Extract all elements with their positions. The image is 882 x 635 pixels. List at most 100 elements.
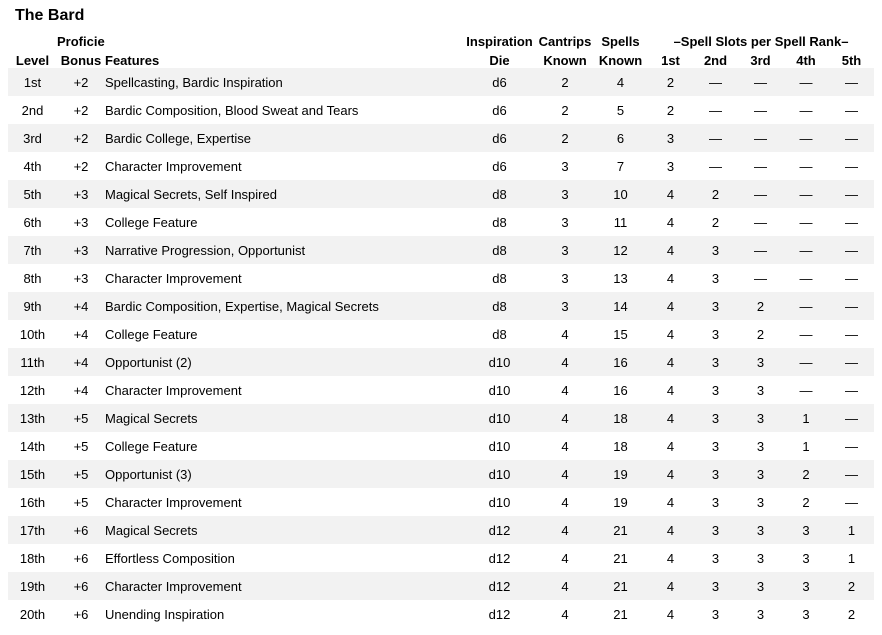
cell-slot-4th: 2 xyxy=(802,494,810,510)
cell-slot-3rd: 3 xyxy=(756,494,765,510)
cell-slot-5th: — xyxy=(845,186,858,202)
cell-proficiency-bonus: +2 xyxy=(73,158,89,174)
table-row: 9th +4 Bardic Composition, Expertise, Ma… xyxy=(8,292,874,320)
cell-cantrips-known: 4 xyxy=(561,550,569,566)
cell-slot-3rd: 3 xyxy=(756,410,765,426)
cell-spells-known: 19 xyxy=(613,466,628,482)
cell-slot-4th: 2 xyxy=(802,466,810,482)
cell-slot-1st: 4 xyxy=(666,410,675,426)
cell-spells-known: 11 xyxy=(613,214,628,230)
cell-slot-2nd: 3 xyxy=(711,326,720,342)
cell-slot-3rd: 3 xyxy=(756,354,765,370)
cell-slot-5th: — xyxy=(845,354,858,370)
cell-slot-1st: 4 xyxy=(666,494,675,510)
cell-slot-4th: — xyxy=(799,214,813,230)
cell-slot-3rd: — xyxy=(754,130,767,146)
cell-slot-3rd: 2 xyxy=(756,326,765,342)
cell-spells-known: 18 xyxy=(613,410,628,426)
header-cantrips-known: Known xyxy=(543,53,587,68)
table-row: 12th +4 Character Improvement d10 4 16 4… xyxy=(8,376,874,404)
cell-level: 8th xyxy=(23,270,42,286)
cell-spells-known: 15 xyxy=(613,326,628,342)
cell-slot-4th: 3 xyxy=(802,606,810,622)
cell-slot-5th: — xyxy=(845,298,858,314)
cell-slot-1st: 4 xyxy=(666,214,675,230)
cell-level: 10th xyxy=(19,326,46,342)
cell-slot-2nd: 2 xyxy=(711,214,720,230)
cell-spells-known: 7 xyxy=(616,158,625,174)
cell-cantrips-known: 4 xyxy=(561,522,569,538)
cell-spells-known: 5 xyxy=(616,102,625,118)
cell-slot-2nd: 3 xyxy=(711,242,720,258)
header-rank-5th: 5th xyxy=(841,53,862,68)
cell-cantrips-known: 3 xyxy=(561,270,569,286)
table-row: 17th +6 Magical Secrets d12 4 21 4 3 3 3… xyxy=(8,516,874,544)
cell-inspiration-die: d6 xyxy=(492,102,507,118)
cell-features: Character Improvement xyxy=(105,382,242,398)
cell-level: 1st xyxy=(23,74,42,90)
cell-slot-3rd: 3 xyxy=(756,466,765,482)
cell-slot-1st: 4 xyxy=(666,298,675,314)
table-row: 2nd +2 Bardic Composition, Blood Sweat a… xyxy=(8,96,874,124)
cell-slot-5th: — xyxy=(845,214,858,230)
cell-level: 13th xyxy=(19,410,46,426)
cell-proficiency-bonus: +3 xyxy=(73,242,89,258)
cell-slot-5th: — xyxy=(845,102,858,118)
header-row-top: Proficiency Inspiration Cantrips Spells … xyxy=(8,32,874,49)
table-row: 13th +5 Magical Secrets d10 4 18 4 3 3 1… xyxy=(8,404,874,432)
cell-slot-1st: 4 xyxy=(666,466,675,482)
cell-slot-3rd: — xyxy=(754,186,767,202)
cell-slot-1st: 3 xyxy=(666,158,675,174)
cell-level: 3rd xyxy=(23,130,42,146)
cell-slot-3rd: — xyxy=(754,102,767,118)
cell-cantrips-known: 3 xyxy=(561,214,569,230)
cell-spells-known: 21 xyxy=(613,550,628,566)
cell-spells-known: 10 xyxy=(613,186,628,202)
cell-spells-known: 16 xyxy=(613,354,628,370)
cell-slot-1st: 2 xyxy=(666,74,675,90)
cell-spells-known: 12 xyxy=(613,242,628,258)
cell-slot-5th: — xyxy=(845,382,858,398)
cell-slot-4th: — xyxy=(799,326,813,342)
cell-cantrips-known: 2 xyxy=(561,74,569,90)
cell-slot-4th: — xyxy=(799,242,813,258)
cell-slot-2nd: 3 xyxy=(711,606,720,622)
cell-proficiency-bonus: +3 xyxy=(73,270,89,286)
table-row: 5th +3 Magical Secrets, Self Inspired d8… xyxy=(8,180,874,208)
cell-level: 14th xyxy=(19,438,46,454)
cell-slot-2nd: 3 xyxy=(711,438,720,454)
cell-slot-3rd: — xyxy=(754,242,767,258)
cell-slot-4th: — xyxy=(799,186,813,202)
cell-level: 4th xyxy=(23,158,42,174)
cell-inspiration-die: d10 xyxy=(488,382,511,398)
cell-cantrips-known: 4 xyxy=(561,354,569,370)
cell-slot-5th: — xyxy=(845,130,858,146)
cell-slot-1st: 4 xyxy=(666,438,675,454)
cell-slot-3rd: 3 xyxy=(756,382,765,398)
cell-spells-known: 13 xyxy=(613,270,628,286)
cell-spells-known: 21 xyxy=(613,606,628,622)
cell-cantrips-known: 4 xyxy=(561,606,569,622)
table-row: 7th +3 Narrative Progression, Opportunis… xyxy=(8,236,874,264)
cell-slot-3rd: 3 xyxy=(756,578,765,594)
header-spacer-features xyxy=(105,32,462,49)
cell-slot-1st: 4 xyxy=(666,326,675,342)
cell-slot-3rd: 2 xyxy=(756,298,765,314)
cell-inspiration-die: d12 xyxy=(488,606,511,622)
cell-slot-1st: 4 xyxy=(666,578,675,594)
cell-slot-1st: 4 xyxy=(666,522,675,538)
cell-slot-5th: — xyxy=(845,466,858,482)
cell-spells-known: 21 xyxy=(613,578,628,594)
cell-slot-5th: — xyxy=(845,410,858,426)
cell-inspiration-die: d8 xyxy=(492,326,507,342)
cell-slot-2nd: — xyxy=(709,158,722,174)
cell-slot-4th: — xyxy=(799,158,813,174)
cell-inspiration-die: d10 xyxy=(488,438,511,454)
cell-spells-known: 6 xyxy=(616,130,625,146)
cell-slot-4th: 3 xyxy=(802,578,810,594)
cell-inspiration-die: d6 xyxy=(492,74,507,90)
cell-proficiency-bonus: +4 xyxy=(73,354,89,370)
cell-slot-3rd: 3 xyxy=(756,522,765,538)
bard-class-table: Proficiency Inspiration Cantrips Spells … xyxy=(8,32,874,628)
cell-slot-2nd: 3 xyxy=(711,522,720,538)
